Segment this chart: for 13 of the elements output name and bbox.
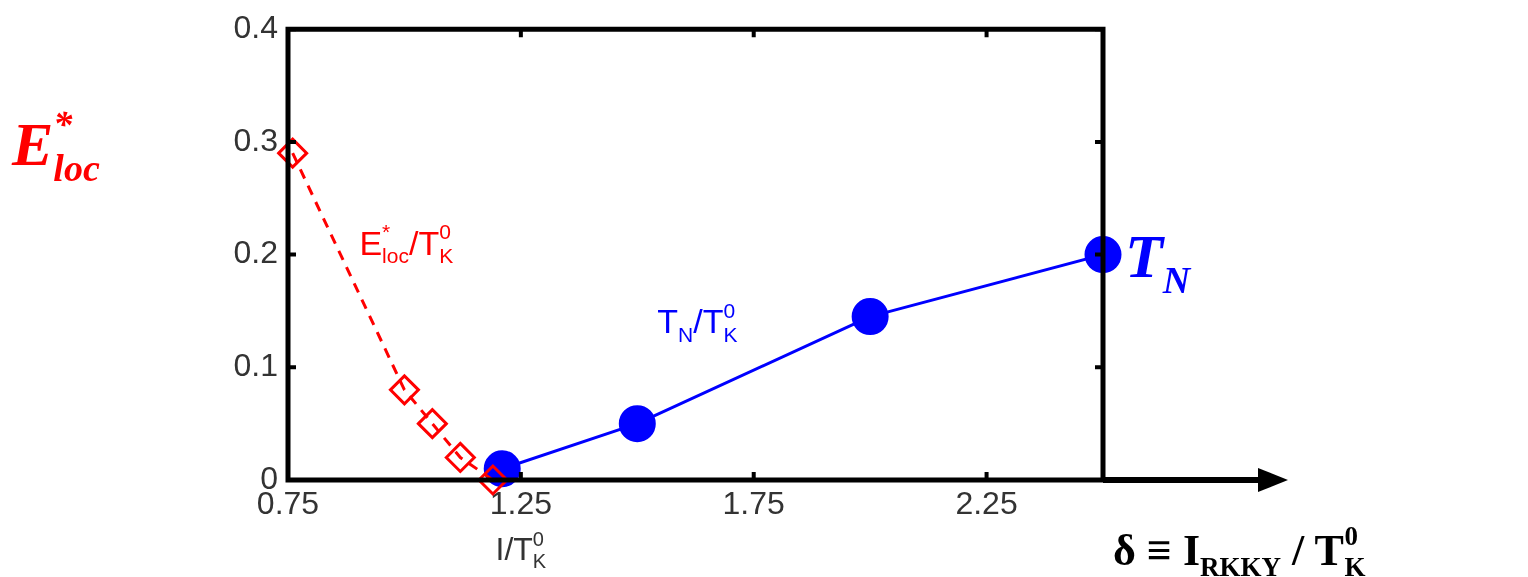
y-tick-label: 0.4: [233, 9, 278, 46]
y-tick-label: 0.1: [233, 347, 278, 384]
point: [444, 441, 476, 473]
point: [277, 137, 309, 169]
point: [851, 298, 889, 336]
y-tick-label: 0.2: [233, 234, 278, 271]
point: [618, 405, 656, 443]
x-tick-label: 2.25: [955, 485, 1018, 522]
point: [388, 374, 420, 406]
point: [416, 408, 448, 440]
x-tick-label: 1.75: [722, 485, 785, 522]
y-tick-label: 0.3: [233, 121, 278, 158]
x-tick-label: 1.25: [489, 485, 552, 522]
